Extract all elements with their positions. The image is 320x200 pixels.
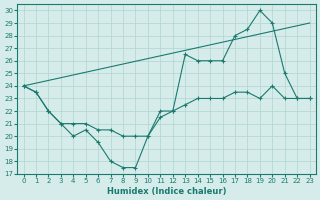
X-axis label: Humidex (Indice chaleur): Humidex (Indice chaleur): [107, 187, 226, 196]
